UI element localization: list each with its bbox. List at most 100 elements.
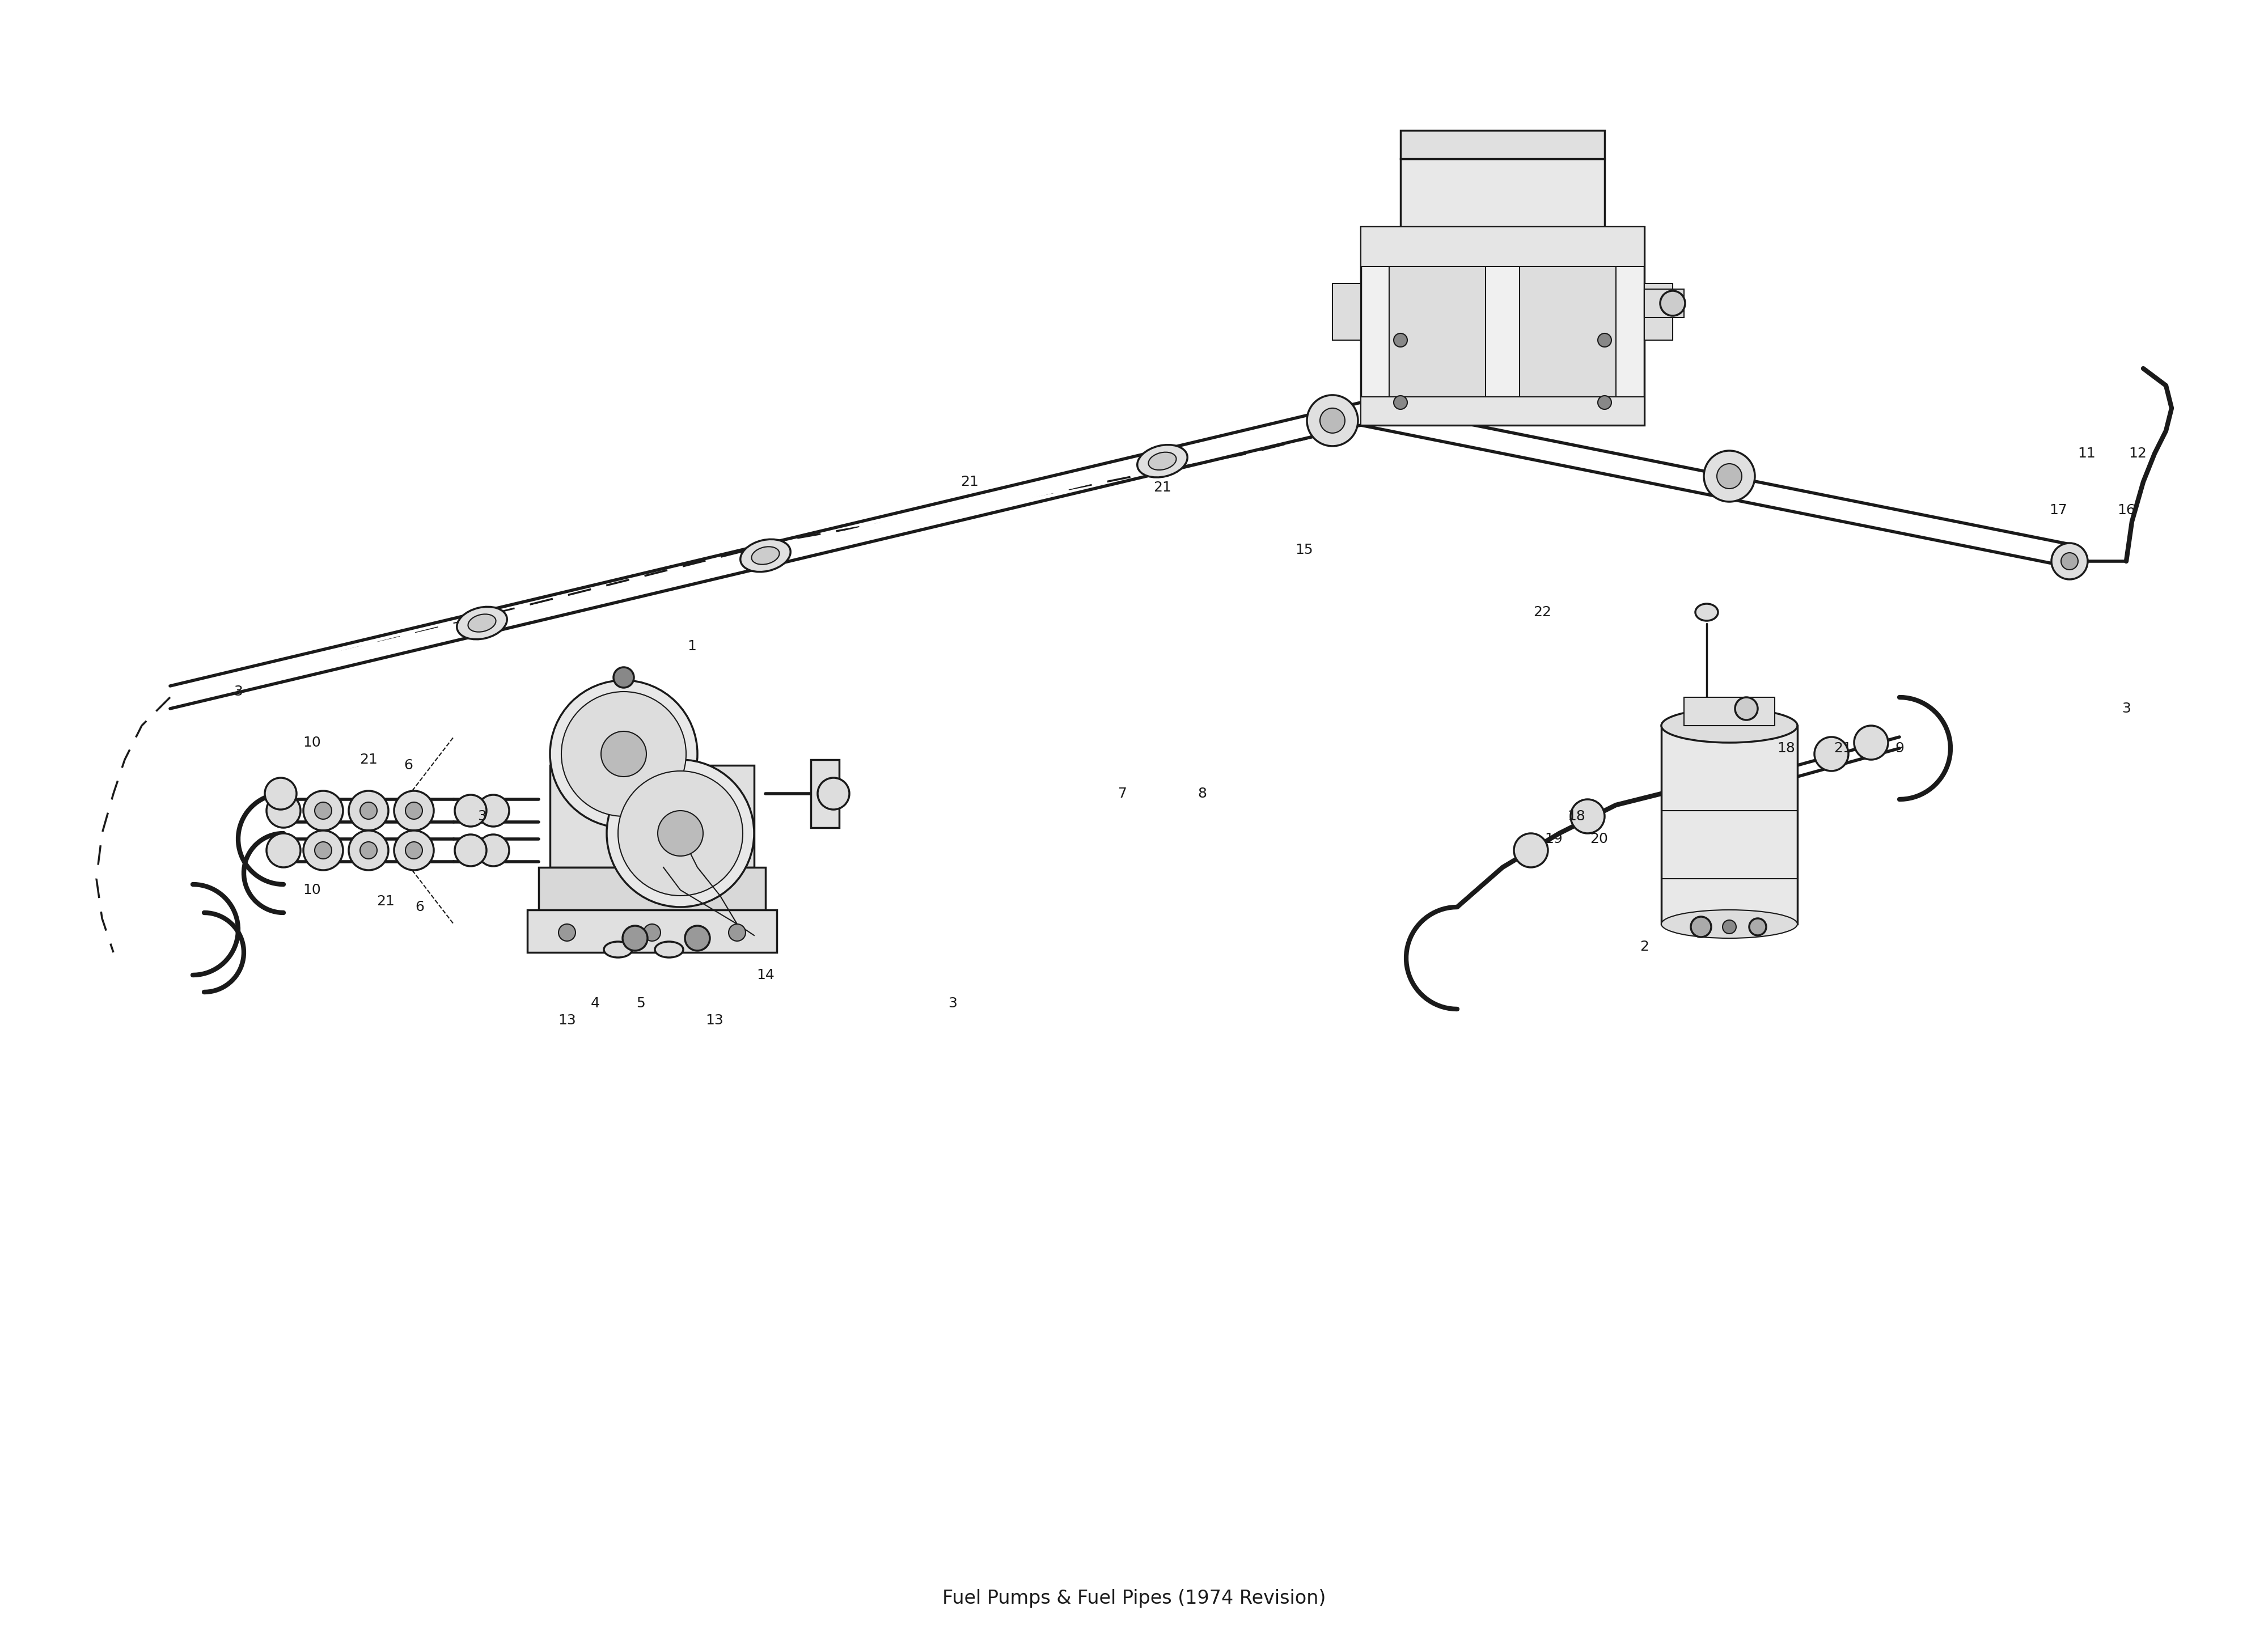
Text: 22: 22 <box>1533 605 1551 620</box>
Circle shape <box>1855 725 1887 760</box>
Text: 4: 4 <box>590 996 599 1009</box>
Ellipse shape <box>1660 709 1796 743</box>
Polygon shape <box>506 608 519 623</box>
Ellipse shape <box>467 615 497 631</box>
Polygon shape <box>218 677 231 692</box>
Ellipse shape <box>655 942 683 957</box>
Ellipse shape <box>456 607 508 640</box>
Circle shape <box>1703 450 1755 501</box>
Polygon shape <box>1168 450 1179 465</box>
Bar <box>1361 227 1644 266</box>
Polygon shape <box>1095 469 1109 482</box>
Text: 18: 18 <box>1567 809 1585 824</box>
Text: 16: 16 <box>2118 503 2134 516</box>
Text: 14: 14 <box>758 968 773 981</box>
Polygon shape <box>975 496 989 511</box>
Circle shape <box>1515 834 1547 868</box>
Polygon shape <box>1792 495 1801 508</box>
Polygon shape <box>1442 424 1452 437</box>
Polygon shape <box>1926 521 1935 534</box>
Circle shape <box>2062 552 2077 570</box>
Circle shape <box>1597 334 1610 347</box>
Polygon shape <box>1397 416 1406 429</box>
Polygon shape <box>662 572 676 585</box>
Polygon shape <box>1379 411 1388 424</box>
Circle shape <box>1724 921 1737 934</box>
Circle shape <box>1320 408 1345 432</box>
Polygon shape <box>170 689 181 704</box>
Polygon shape <box>386 638 399 651</box>
Polygon shape <box>1313 418 1325 431</box>
Circle shape <box>1814 737 1848 771</box>
Polygon shape <box>1971 529 1980 543</box>
Polygon shape <box>1549 446 1558 459</box>
Circle shape <box>349 791 388 830</box>
Circle shape <box>315 802 331 819</box>
Polygon shape <box>1059 477 1073 492</box>
Polygon shape <box>615 584 628 597</box>
Polygon shape <box>1953 526 1962 539</box>
Polygon shape <box>1025 485 1036 500</box>
Polygon shape <box>422 628 435 643</box>
Polygon shape <box>2043 544 2053 557</box>
Polygon shape <box>1810 498 1819 511</box>
Polygon shape <box>832 531 844 546</box>
Polygon shape <box>880 520 891 534</box>
Polygon shape <box>243 671 254 686</box>
Polygon shape <box>1558 447 1567 460</box>
Polygon shape <box>279 663 290 677</box>
Polygon shape <box>1907 518 1916 531</box>
Polygon shape <box>1109 465 1120 480</box>
Polygon shape <box>206 681 218 694</box>
Polygon shape <box>302 658 315 671</box>
Circle shape <box>685 926 710 950</box>
Polygon shape <box>2053 546 2062 559</box>
Bar <box>1361 396 1644 426</box>
Polygon shape <box>1415 419 1424 432</box>
Text: 12: 12 <box>2130 447 2146 460</box>
Text: 9: 9 <box>1896 741 1903 755</box>
Circle shape <box>617 771 744 896</box>
Text: 7: 7 <box>1118 787 1127 801</box>
Polygon shape <box>676 569 687 582</box>
Polygon shape <box>1665 469 1674 482</box>
Polygon shape <box>916 511 928 526</box>
Polygon shape <box>1241 434 1252 449</box>
Text: 20: 20 <box>1590 832 1608 845</box>
Circle shape <box>304 791 342 830</box>
Text: 17: 17 <box>2050 503 2066 516</box>
Polygon shape <box>1640 464 1649 477</box>
Ellipse shape <box>1148 452 1177 470</box>
Ellipse shape <box>603 942 633 957</box>
Circle shape <box>456 794 488 827</box>
Text: 3: 3 <box>234 686 243 699</box>
Text: 10: 10 <box>304 883 320 898</box>
Polygon shape <box>1765 488 1774 501</box>
Polygon shape <box>1084 472 1095 485</box>
Circle shape <box>612 667 635 687</box>
Polygon shape <box>735 554 748 569</box>
Polygon shape <box>1204 442 1216 457</box>
Polygon shape <box>483 615 494 628</box>
Polygon shape <box>1361 408 1370 421</box>
Polygon shape <box>1603 457 1613 470</box>
Circle shape <box>621 926 649 950</box>
Bar <box>549 766 753 868</box>
Bar <box>1334 283 1361 340</box>
Polygon shape <box>1370 409 1379 423</box>
Polygon shape <box>1944 524 1953 538</box>
Polygon shape <box>928 508 939 523</box>
Polygon shape <box>1631 462 1640 475</box>
Polygon shape <box>782 543 796 557</box>
Polygon shape <box>723 557 735 570</box>
Bar <box>812 760 839 827</box>
Polygon shape <box>1000 492 1012 505</box>
Polygon shape <box>2007 538 2016 551</box>
Polygon shape <box>1036 483 1048 496</box>
Polygon shape <box>1622 460 1631 473</box>
Polygon shape <box>1898 516 1907 529</box>
Circle shape <box>2050 543 2087 579</box>
Text: 5: 5 <box>637 996 644 1009</box>
Bar <box>1644 283 1674 340</box>
Circle shape <box>361 842 376 858</box>
